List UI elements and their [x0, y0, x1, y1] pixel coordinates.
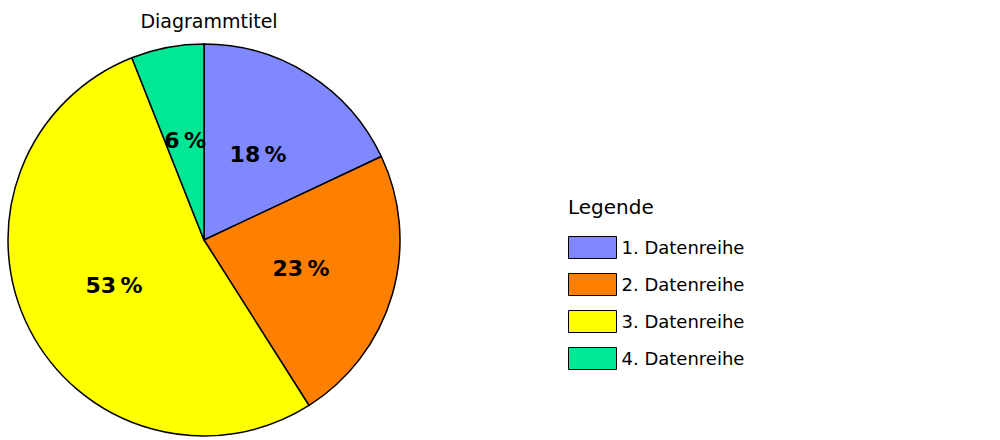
svg-text:2. Datenreihe: 2. Datenreihe — [622, 274, 745, 295]
svg-text:3. Datenreihe: 3. Datenreihe — [622, 311, 745, 332]
svg-text:23 %: 23 % — [272, 256, 329, 281]
svg-text:Legende: Legende — [568, 195, 654, 219]
svg-text:53 %: 53 % — [85, 273, 142, 298]
svg-text:18 %: 18 % — [230, 142, 287, 167]
svg-text:Diagrammtitel: Diagrammtitel — [140, 10, 277, 32]
svg-text:4. Datenreihe: 4. Datenreihe — [622, 348, 745, 369]
svg-text:6 %: 6 % — [164, 128, 206, 153]
svg-text:1. Datenreihe: 1. Datenreihe — [622, 237, 745, 258]
